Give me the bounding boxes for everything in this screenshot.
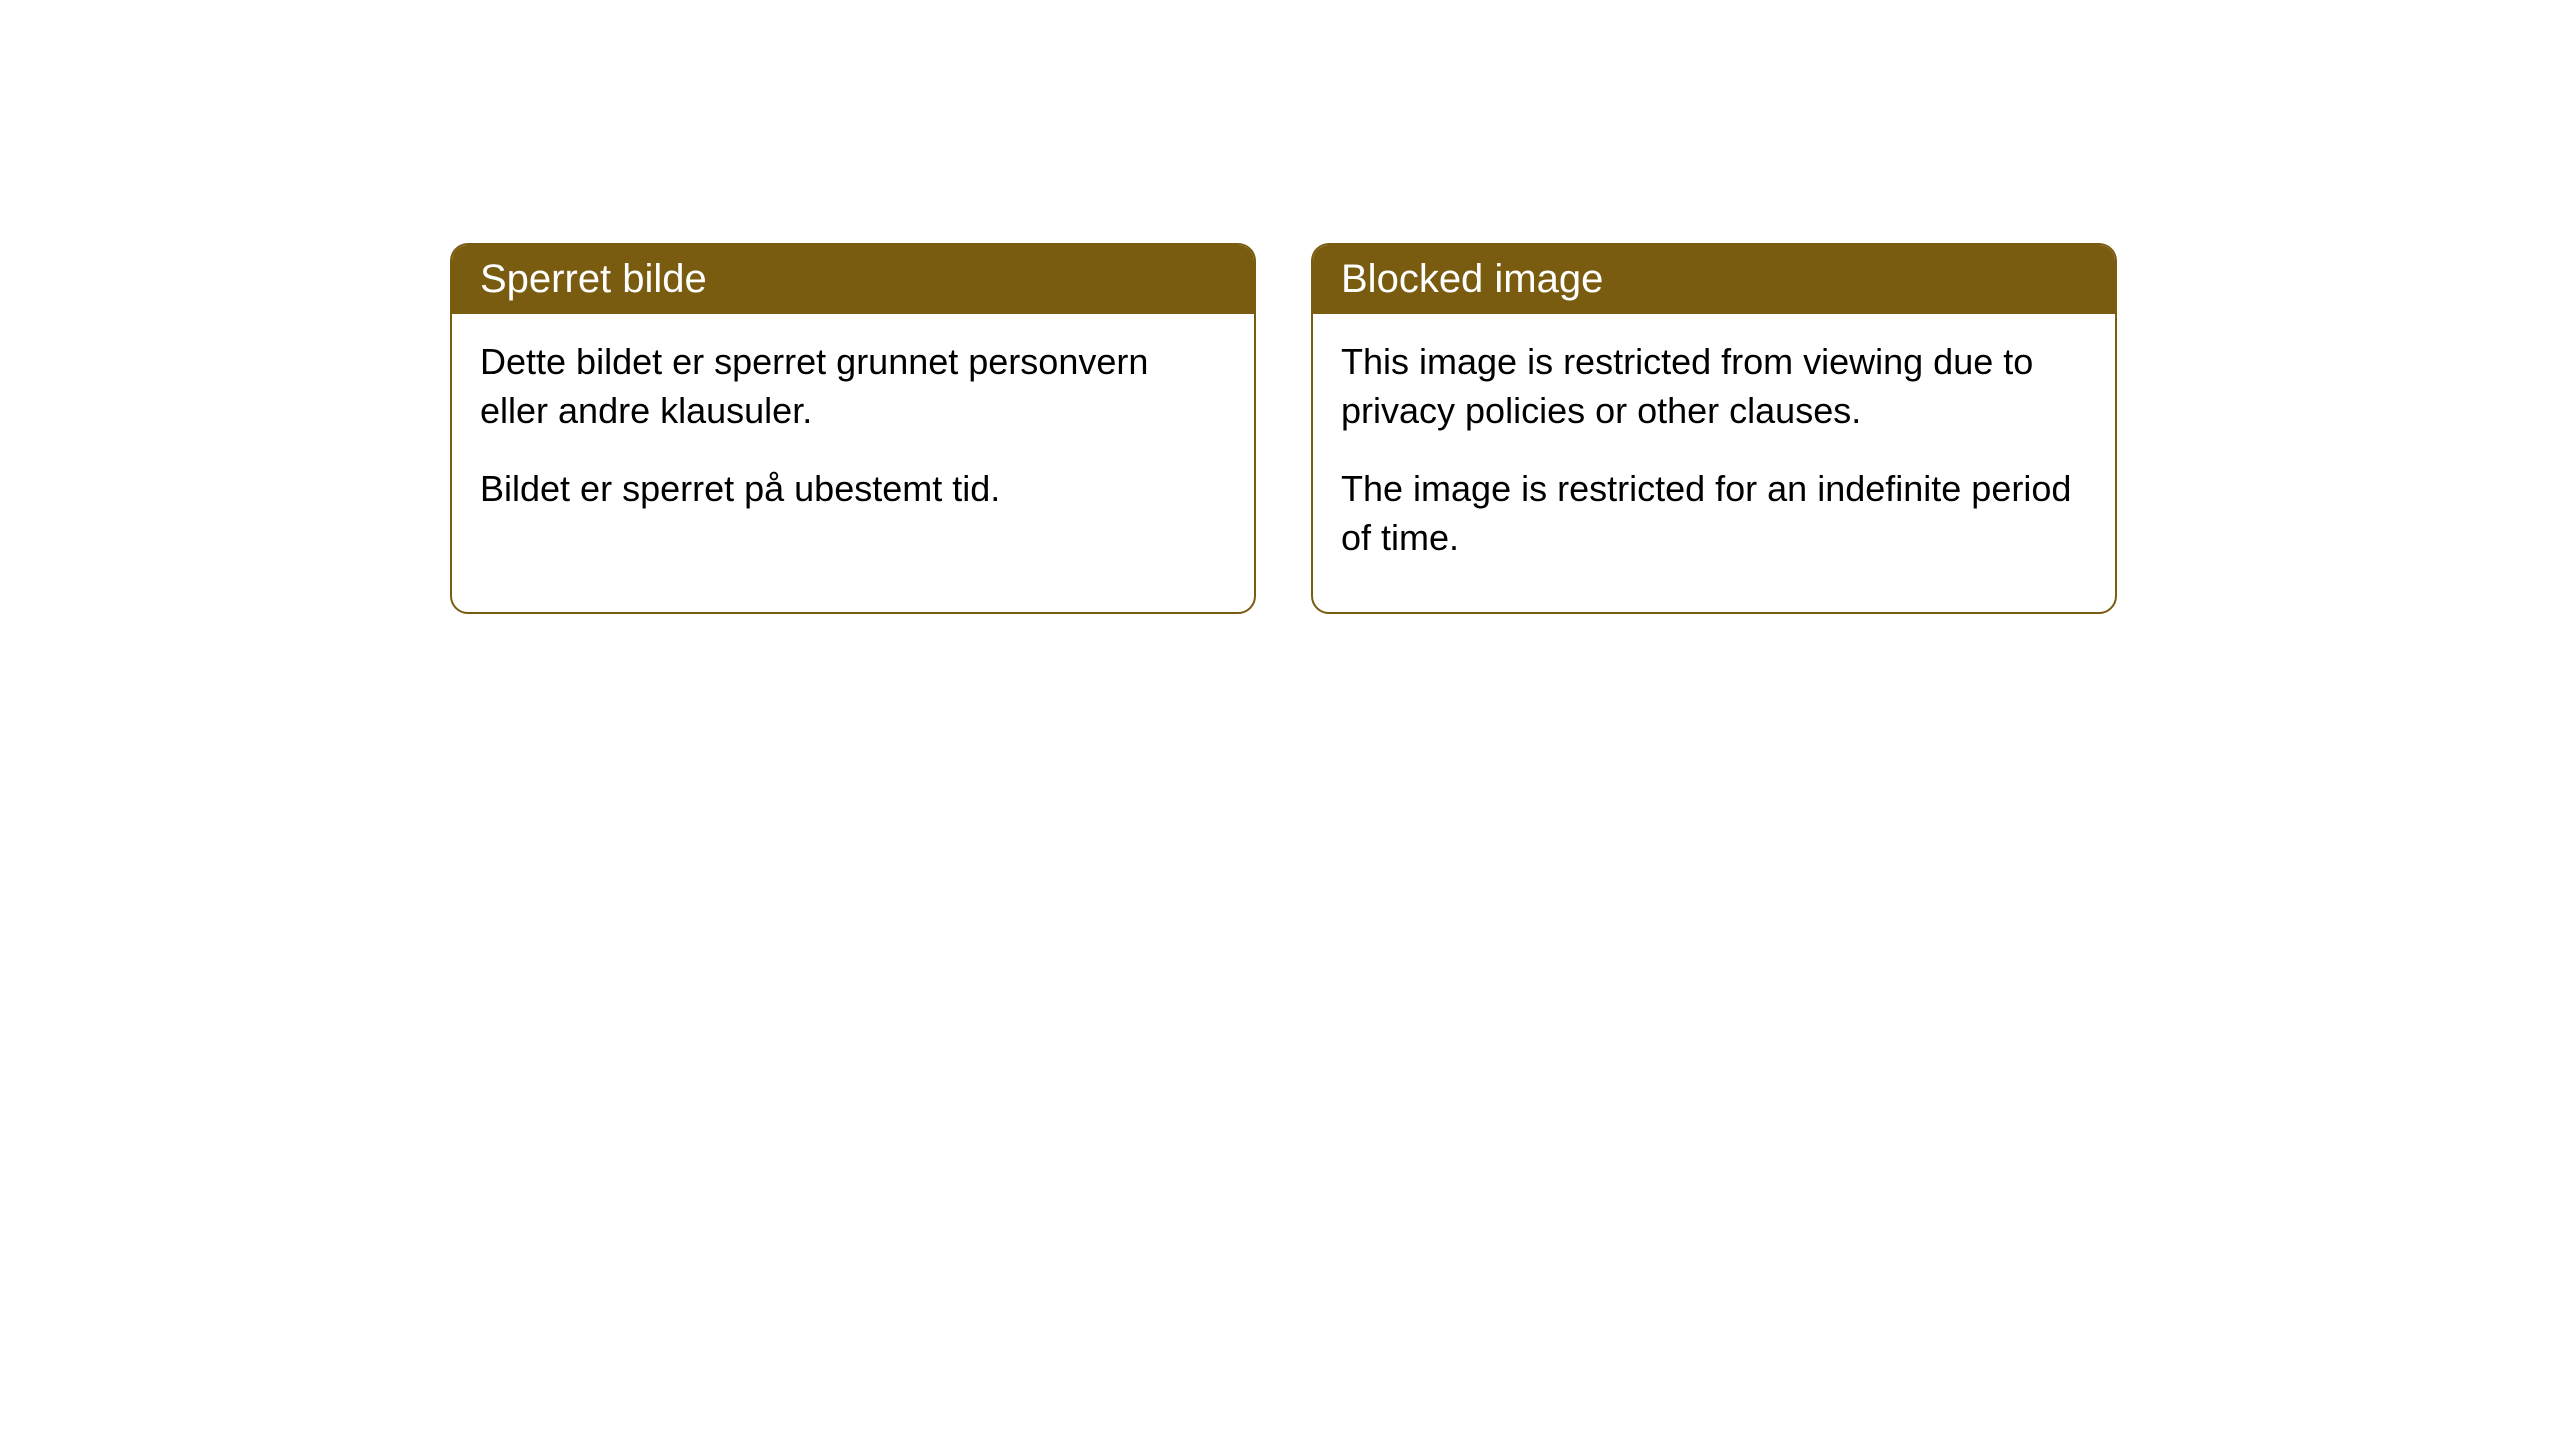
card-body-no: Dette bildet er sperret grunnet personve…	[452, 314, 1254, 564]
notice-cards-container: Sperret bilde Dette bildet er sperret gr…	[450, 243, 2117, 614]
card-body-en: This image is restricted from viewing du…	[1313, 314, 2115, 612]
blocked-image-card-en: Blocked image This image is restricted f…	[1311, 243, 2117, 614]
blocked-image-card-no: Sperret bilde Dette bildet er sperret gr…	[450, 243, 1256, 614]
card-header-en: Blocked image	[1313, 245, 2115, 314]
card-text-en-2: The image is restricted for an indefinit…	[1341, 465, 2087, 562]
card-text-en-1: This image is restricted from viewing du…	[1341, 338, 2087, 435]
card-header-no: Sperret bilde	[452, 245, 1254, 314]
card-text-no-2: Bildet er sperret på ubestemt tid.	[480, 465, 1226, 514]
card-text-no-1: Dette bildet er sperret grunnet personve…	[480, 338, 1226, 435]
